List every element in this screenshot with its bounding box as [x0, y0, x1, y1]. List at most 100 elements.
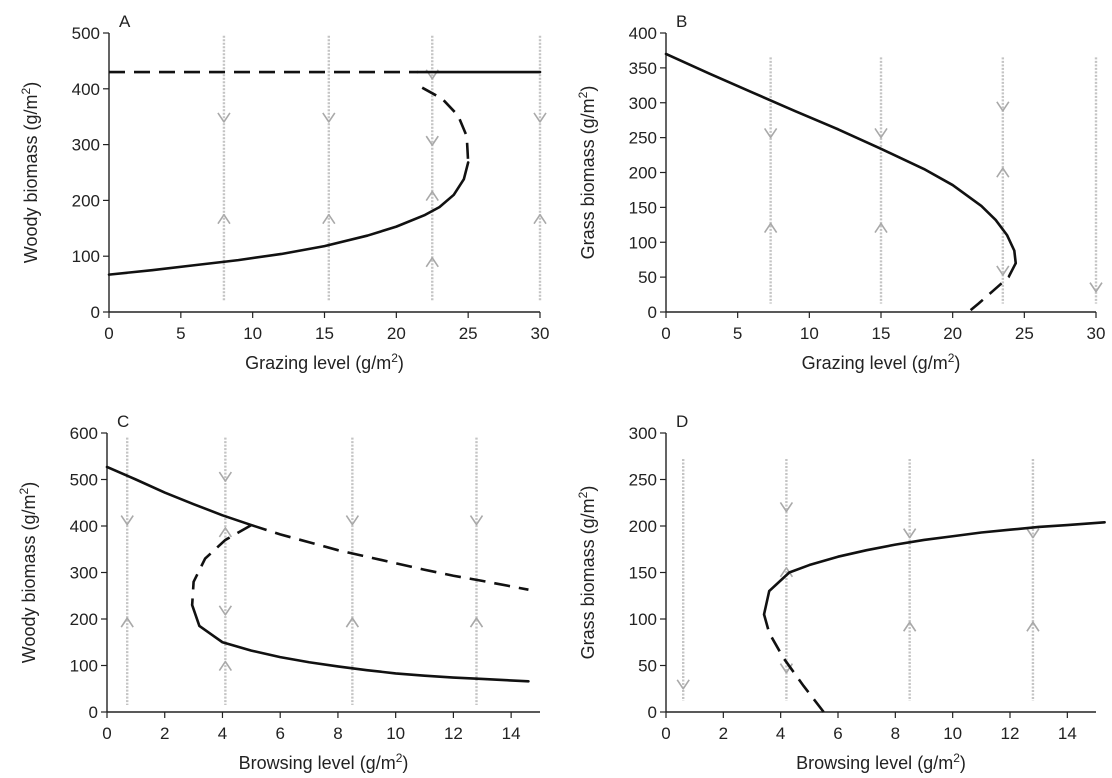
x-axis-unit: (g/m [912, 353, 948, 373]
flow-arrow [996, 57, 1010, 304]
x-tick-label: 4 [218, 724, 227, 743]
arrow-down-icon [874, 127, 888, 139]
y-tick-label: 200 [629, 164, 657, 183]
x-axis-unit: (g/m [917, 753, 953, 773]
x-axis-label: Grazing level [802, 353, 912, 373]
y-axis-label: Woody biomass [21, 130, 41, 263]
x-axis-unit-close: ) [954, 353, 960, 373]
y-tick-label: 500 [72, 24, 100, 43]
y-axis-unit: (g/m [578, 98, 598, 134]
x-tick-label: 12 [444, 724, 463, 743]
x-axis-unit: (g/m [355, 353, 391, 373]
x-axis-title: Browsing level (g/m2) [239, 751, 409, 773]
panel-a: 0 100 200 300 400 500 0 5 10 15 20 25 30 A Grazing lev… [19, 12, 549, 373]
arrow-up-icon [763, 222, 778, 234]
arrow-up-icon [903, 621, 917, 632]
arrow-down-icon [218, 605, 233, 616]
y-tick-label: 200 [70, 610, 98, 629]
x-tick-label: 14 [502, 724, 521, 743]
arrow-down-icon [217, 112, 231, 123]
stable-branch-line [762, 520, 1106, 616]
flow-arrow [676, 459, 690, 701]
arrow-down-icon [1026, 528, 1040, 539]
flow-arrow [469, 437, 484, 706]
stable-branch-line [105, 465, 253, 527]
stable-branch-line [107, 161, 470, 276]
y-tick-label: 300 [629, 94, 657, 113]
y-axis-title: Woody biomass (g/m2) [17, 482, 39, 663]
arrow-down-icon [1089, 282, 1103, 293]
arrow-up-icon [425, 190, 439, 201]
y-tick-label: 300 [629, 424, 657, 443]
x-axis-unit: (g/m [360, 753, 396, 773]
x-tick-label: 25 [459, 324, 478, 343]
flow-arrow [1026, 459, 1040, 701]
arrow-down-icon [120, 515, 134, 526]
flow-arrow [345, 437, 360, 706]
arrow-down-icon [533, 112, 547, 123]
arrow-up-icon [218, 527, 233, 538]
y-tick-label: 100 [629, 233, 657, 252]
flow-arrow [1089, 57, 1103, 304]
x-tick-label: 10 [943, 724, 962, 743]
x-tick-label: 20 [943, 324, 962, 343]
arrow-down-icon [322, 112, 336, 123]
arrow-up-icon [1026, 621, 1040, 632]
panel-letter: B [676, 12, 687, 31]
arrow-up-icon [779, 567, 794, 578]
arrow-down-icon [425, 135, 439, 146]
panel-letter: D [676, 412, 688, 431]
panel-letter: C [117, 412, 129, 431]
unstable-branch-line [967, 262, 1017, 313]
flow-arrow [903, 459, 917, 701]
x-tick-label: 5 [176, 324, 185, 343]
x-axis-label: Grazing level [245, 353, 355, 373]
y-axis-unit-close: ) [578, 86, 598, 92]
flow-arrow [533, 35, 547, 301]
y-tick-label: 300 [70, 564, 98, 583]
y-tick-label: 400 [70, 517, 98, 536]
arrow-down-icon [763, 127, 778, 139]
x-tick-label: 12 [1001, 724, 1020, 743]
arrow-down-icon [996, 265, 1010, 276]
x-tick-label: 0 [661, 324, 670, 343]
x-tick-label: 0 [104, 324, 113, 343]
x-tick-label: 15 [872, 324, 891, 343]
arrow-down-icon [469, 515, 484, 526]
y-tick-label: 600 [70, 424, 98, 443]
flow-arrow [120, 437, 134, 706]
y-tick-label: 0 [89, 703, 98, 722]
x-tick-label: 30 [531, 324, 550, 343]
x-tick-label: 30 [1087, 324, 1106, 343]
flow-arrow [874, 57, 888, 304]
arrow-up-icon [425, 256, 439, 268]
x-axis-title: Grazing level (g/m2) [802, 351, 961, 373]
arrow-up-icon [533, 213, 547, 225]
superscript: 2 [953, 751, 960, 765]
y-tick-label: 400 [629, 24, 657, 43]
x-tick-label: 2 [719, 724, 728, 743]
x-tick-label: 20 [387, 324, 406, 343]
x-tick-label: 0 [102, 724, 111, 743]
x-axis-title: Browsing level (g/m2) [796, 751, 966, 773]
x-tick-label: 6 [275, 724, 284, 743]
y-tick-label: 0 [648, 303, 657, 322]
arrow-down-icon [676, 679, 690, 690]
superscript: 2 [948, 351, 955, 365]
y-axis-label: Grass biomass [578, 534, 598, 659]
arrow-up-icon [218, 660, 233, 672]
x-axis-unit-close: ) [960, 753, 966, 773]
x-axis-title: Grazing level (g/m2) [245, 351, 404, 373]
x-tick-label: 2 [160, 724, 169, 743]
arrow-down-icon [996, 101, 1010, 112]
flow-arrow [425, 35, 439, 301]
x-axis-unit-close: ) [402, 753, 408, 773]
y-tick-label: 100 [70, 657, 98, 676]
x-tick-label: 15 [315, 324, 334, 343]
x-axis-label: Browsing level [239, 753, 360, 773]
y-tick-label: 100 [72, 247, 100, 266]
y-axis-title: Woody biomass (g/m2) [19, 82, 41, 263]
y-tick-label: 200 [629, 517, 657, 536]
y-tick-label: 0 [648, 703, 657, 722]
